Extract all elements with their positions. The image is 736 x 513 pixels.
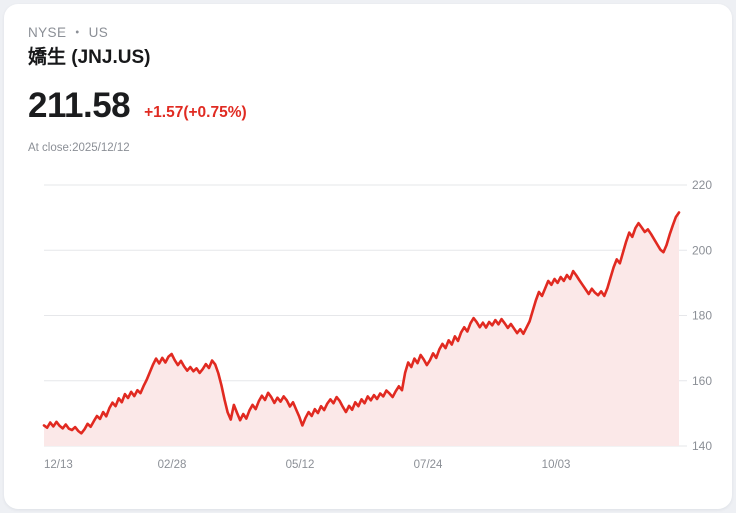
x-axis-tick-label: 07/24 xyxy=(414,459,443,471)
price-chart[interactable]: 140 160 180 200 220 12/13 02/28 05/12 07/24 10/0… xyxy=(4,164,732,484)
y-axis-labels: 140 160 180 200 220 xyxy=(692,178,712,453)
x-axis-tick-label: 05/12 xyxy=(286,459,315,471)
price-area-fill xyxy=(44,212,679,446)
exchange-label: NYSE ・ US xyxy=(28,25,109,40)
y-axis-tick-label: 180 xyxy=(692,309,712,323)
quote-card: NYSE ・ US 嬌生 (JNJ.US) 211.58 +1.57(+0.75… xyxy=(4,4,732,509)
current-price: 211.58 xyxy=(28,86,131,125)
y-axis-tick-label: 220 xyxy=(692,178,712,192)
quote-header: NYSE ・ US 嬌生 (JNJ.US) 211.58 +1.57(+0.75… xyxy=(28,24,708,156)
x-axis-tick-label: 10/03 xyxy=(542,459,571,471)
y-axis-tick-label: 160 xyxy=(692,374,712,388)
y-axis-tick-label: 140 xyxy=(692,439,712,453)
price-line xyxy=(42,211,681,435)
x-axis-labels: 12/13 02/28 05/12 07/24 10/03 xyxy=(44,459,570,471)
x-axis-tick-label: 12/13 xyxy=(44,459,73,471)
page-title: 嬌生 (JNJ.US) xyxy=(28,47,151,68)
price-row: 211.58 +1.57(+0.75%) xyxy=(28,86,708,126)
y-axis-tick-label: 200 xyxy=(692,243,712,257)
price-change: +1.57(+0.75%) xyxy=(144,104,247,121)
x-axis-tick-label: 02/28 xyxy=(158,459,187,471)
chart-svg[interactable]: 140 160 180 200 220 12/13 02/28 05/12 07/24 10/0… xyxy=(4,164,732,484)
at-close-timestamp: At close:2025/12/12 xyxy=(28,142,130,154)
